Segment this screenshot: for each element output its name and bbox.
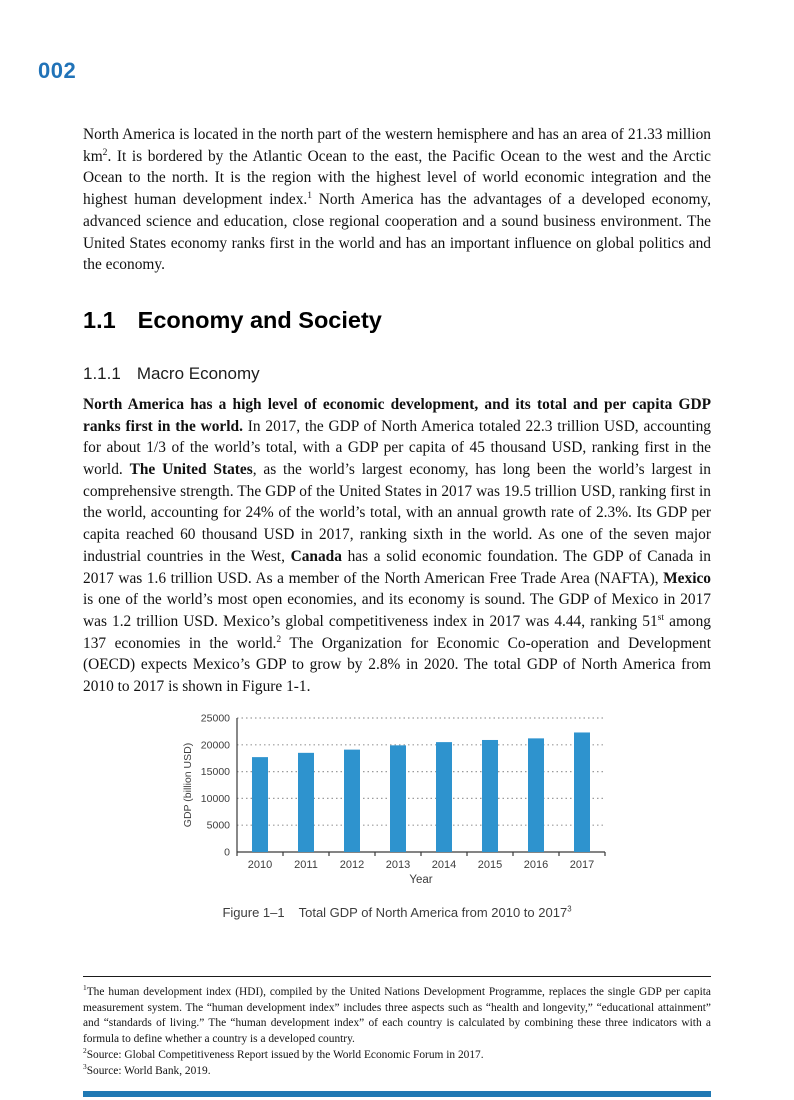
x-tick-label-2015: 2015: [478, 859, 502, 871]
x-tick-label-2012: 2012: [340, 859, 364, 871]
x-tick-label-2017: 2017: [570, 859, 594, 871]
gdp-bar-2013: [390, 745, 406, 852]
body-text-6: The Organization for Economic Co-operati…: [83, 634, 711, 696]
x-tick-label-2010: 2010: [248, 859, 272, 871]
x-tick-label-2016: 2016: [524, 859, 548, 871]
gdp-bar-2016: [528, 738, 544, 852]
footnote-3-text: Source: World Bank, 2019.: [86, 1064, 211, 1077]
y-tick-label-15000: 15000: [201, 766, 230, 778]
bold-canada: Canada: [290, 547, 342, 565]
bold-united-states: The United States: [129, 461, 253, 479]
gdp-bar-2010: [252, 756, 268, 852]
gdp-bar-chart: 0 5000 10000 15000 20000 25000 2010 2011 2012 201…: [83, 706, 711, 903]
footnote-1-ref: 1: [83, 982, 87, 992]
section-heading: 1.1 Economy and Society: [83, 305, 711, 335]
footnote-ref-2: 2: [276, 633, 282, 645]
footnote-2: 2Source: Global Competitiveness Report i…: [83, 1046, 711, 1064]
intro-text-1: North America is located in the north pa…: [83, 126, 711, 165]
x-tick-label-2014: 2014: [432, 859, 456, 871]
subsection-title: Macro Economy: [136, 363, 260, 383]
body-text-4: is one of the world’s most open economie…: [83, 591, 711, 630]
figure-caption: Figure 1–1 Total GDP of North America fro…: [83, 905, 711, 920]
bold-mexico: Mexico: [663, 569, 711, 587]
body-text-3: has a solid economic foundation. The GDP…: [83, 547, 712, 587]
subsection-heading: 1.1.1 Macro Economy: [83, 363, 711, 385]
gdp-bar-2014: [436, 741, 452, 852]
page-number: 002: [38, 58, 77, 83]
x-tick-label-2013: 2013: [386, 859, 410, 871]
intro-text-2: . It is bordered by the Atlantic Ocean t…: [83, 147, 711, 209]
footnote-1: 1The human development index (HDI), comp…: [83, 982, 711, 1048]
x-tick-label-2011: 2011: [294, 859, 318, 871]
y-tick-label-10000: 10000: [201, 793, 230, 805]
footnotes: 1The human development index (HDI), comp…: [83, 982, 711, 1080]
body-text-1: In 2017, the GDP of North America totale…: [83, 417, 711, 479]
footnote-3-ref: 3: [83, 1061, 87, 1071]
y-tick-label-5000: 5000: [207, 819, 231, 831]
footnote-ref-3: 3: [567, 904, 572, 914]
figure-caption-label: Figure 1–1: [222, 904, 285, 920]
x-axis-title: Year: [409, 874, 432, 886]
footer-accent-bar: [83, 1091, 711, 1097]
superscript-km2: 2: [102, 146, 108, 158]
intro-text-3: North America has the advantages of a de…: [83, 191, 711, 274]
gdp-bar-chart-svg: 0 5000 10000 15000 20000 25000 2010 2011 2012 201…: [182, 712, 606, 886]
y-axis-title: GDP (billion USD): [182, 743, 194, 827]
footnote-2-ref: 2: [83, 1046, 87, 1056]
superscript-st: st: [657, 611, 665, 623]
subsection-number: 1.1.1: [83, 363, 121, 383]
gdp-bar-2012: [344, 749, 360, 852]
body-paragraph: North America has a high level of econom…: [83, 394, 711, 698]
figure-caption-title: Total GDP of North America from 2010 to …: [298, 904, 568, 920]
gdp-bar-2015: [482, 739, 498, 852]
intro-paragraph: North America is located in the north pa…: [83, 124, 711, 276]
y-tick-label-0: 0: [224, 846, 230, 858]
footnote-2-text: Source: Global Competitiveness Report is…: [86, 1048, 484, 1061]
y-tick-label-25000: 25000: [201, 712, 230, 724]
footnote-3: 3Source: World Bank, 2019.: [83, 1061, 711, 1080]
y-tick-label-20000: 20000: [201, 739, 230, 751]
page-content: North America is located in the north pa…: [83, 0, 711, 1080]
bold-lead-sentence: North America has a high level of econom…: [83, 395, 711, 435]
gdp-bar-2011: [298, 752, 314, 852]
body-text-5: among 137 economies in the world.: [83, 612, 711, 652]
section-number: 1.1: [83, 306, 116, 333]
gdp-bar-2017: [574, 732, 590, 852]
section-title: Economy and Society: [137, 306, 382, 333]
footnote-ref-1: 1: [307, 189, 313, 201]
footnote-separator: [83, 975, 711, 977]
footnote-1-text: The human development index (HDI), compi…: [83, 985, 711, 1046]
body-text-2: , as the world’s largest economy, has lo…: [83, 461, 711, 565]
